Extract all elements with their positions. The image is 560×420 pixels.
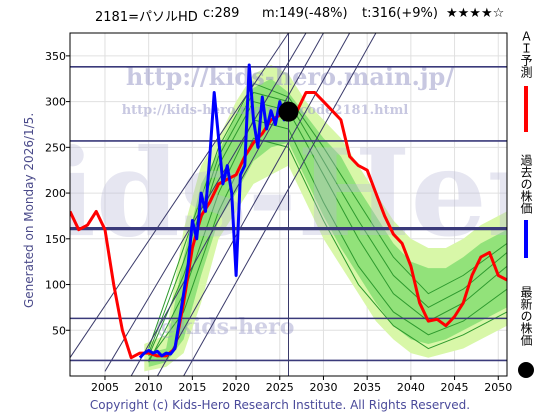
- legend-ai-forecast-swatch: [524, 86, 528, 132]
- x-tick-label: 2025: [266, 381, 294, 394]
- past-price-line: [138, 63, 290, 359]
- y-tick-label: 300: [45, 96, 66, 109]
- stock-code-name: 2181=パソルHD: [95, 10, 198, 25]
- x-tick-label: 2010: [135, 381, 163, 394]
- legend-latest-price-label: 最新の株価: [519, 286, 533, 346]
- legend-latest-price: 最新の株価: [511, 286, 541, 378]
- copyright-footer: Copyright (c) Kids-Hero Research Institu…: [89, 398, 471, 412]
- target-price: t:316(+9%): [362, 6, 438, 21]
- rating-stars: ★★★★☆: [446, 6, 505, 21]
- x-tick-label: 2015: [178, 381, 206, 394]
- watermark-big: Kids-Hero: [0, 123, 560, 264]
- y-tick-label: 350: [45, 50, 66, 63]
- legend-past-price-swatch: [524, 220, 528, 258]
- legend-ai-forecast-label: ＡＩ予測: [519, 30, 533, 78]
- plot-frame: [69, 32, 508, 377]
- legend-latest-price-marker: [518, 362, 534, 378]
- x-tick-label: 2040: [397, 381, 425, 394]
- legend: ＡＩ予測 過去の株価 最新の株価: [511, 30, 541, 380]
- x-tick-label: 2030: [309, 381, 337, 394]
- scenario-line: [148, 137, 507, 360]
- legend-past-price: 過去の株価: [511, 154, 541, 264]
- x-tick-label: 2035: [353, 381, 381, 394]
- y-tick-label: 250: [45, 141, 66, 154]
- legend-ai-forecast: ＡＩ予測: [511, 30, 541, 142]
- x-tick-label: 2005: [91, 381, 119, 394]
- y-tick-label: 100: [45, 279, 66, 292]
- latest-price-marker: [278, 101, 299, 122]
- x-tick-label: 2020: [222, 381, 250, 394]
- x-tick-label: 2050: [484, 381, 512, 394]
- y-tick-label: 200: [45, 187, 66, 200]
- generated-date-label: Generated on Monday 2026/1/5.: [22, 112, 36, 308]
- legend-past-price-label: 過去の株価: [519, 154, 533, 214]
- x-tick-label: 2045: [441, 381, 469, 394]
- y-tick-label: 50: [52, 324, 66, 337]
- min-price: m:149(-48%): [262, 6, 348, 21]
- y-tick-label: 150: [45, 233, 66, 246]
- current-price: c:289: [203, 6, 240, 21]
- scenario-line: [148, 119, 507, 363]
